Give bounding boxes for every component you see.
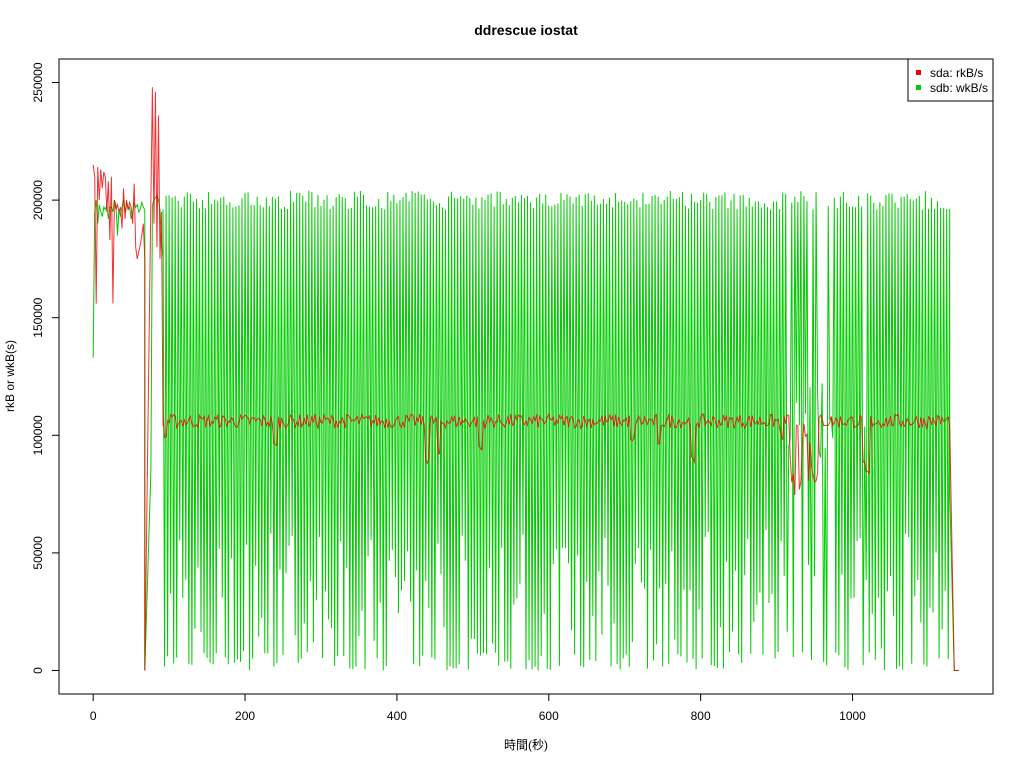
- series-line-sda: [92, 87, 959, 671]
- y-tick-label: 100000: [31, 415, 45, 455]
- y-tick-label: 150000: [31, 297, 45, 337]
- y-axis-label: rkB or wkB(s): [3, 340, 17, 412]
- series-line-sdb: [92, 190, 959, 671]
- y-tick-label: 50000: [31, 536, 45, 570]
- y-tick-label: 0: [31, 667, 45, 674]
- y-axis: 0 50000 100000 150000 200000 250000: [31, 62, 60, 674]
- legend-swatch-sdb: [916, 85, 921, 90]
- x-tick-label: 200: [235, 709, 255, 723]
- series-layer: [92, 87, 959, 671]
- x-tick-label: 0: [90, 709, 97, 723]
- chart-title: ddrescue iostat: [474, 22, 578, 38]
- x-tick-label: 600: [539, 709, 559, 723]
- legend-swatch-sda: [916, 70, 921, 75]
- legend-box: [907, 58, 994, 102]
- legend-label-sdb: sdb: wkB/s: [930, 81, 988, 95]
- legend-label-sda: sda: rkB/s: [930, 66, 983, 80]
- y-tick-label: 250000: [31, 62, 45, 102]
- x-tick-label: 1000: [839, 709, 866, 723]
- x-tick-label: 800: [691, 709, 711, 723]
- x-tick-label: 400: [387, 709, 407, 723]
- y-tick-label: 200000: [31, 180, 45, 220]
- x-axis-label: 時間(秒): [504, 738, 548, 752]
- x-axis: 0 200 400 600 800 1000: [90, 693, 866, 723]
- legend: sda: rkB/s sdb: wkB/s: [907, 58, 994, 102]
